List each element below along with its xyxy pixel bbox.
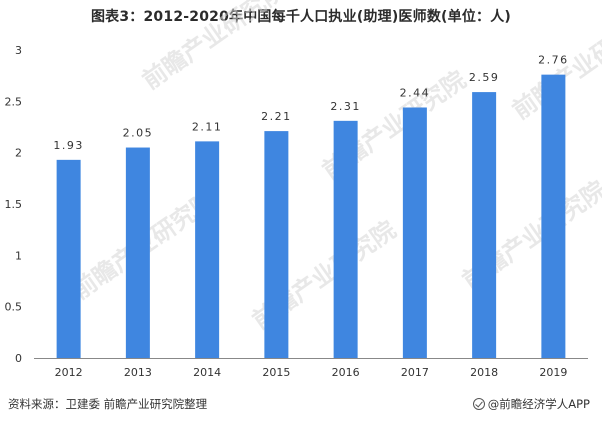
y-tick-label: 1 [15,249,22,262]
x-tick-label-2012: 2012 [55,366,83,379]
bar-2019 [541,74,566,358]
x-tick-label-2018: 2018 [470,366,498,379]
y-tick-label: 2.5 [5,95,23,108]
y-tick-label: 0.5 [5,301,23,314]
x-tick-label-2019: 2019 [539,366,567,379]
bars [56,74,566,359]
bar-2015 [264,131,289,358]
brand-mark: @前瞻经济学人APP [472,396,590,412]
bar-2012 [56,159,81,358]
value-label-2016: 2.31 [330,100,361,113]
source-note: 资料来源：卫建委 前瞻产业研究院整理 [8,397,208,411]
y-tick-label: 0 [15,352,22,365]
y-tick-label: 3 [15,44,22,57]
x-tick-label-2017: 2017 [401,366,429,379]
x-tick-label-2014: 2014 [193,366,221,379]
y-axis: 0 0.5 1 1.5 2 2.5 3 [5,44,23,365]
brand-text: @前瞻经济学人APP [487,397,590,411]
data-labels: 1.93 2.05 2.11 2.21 2.31 2.44 2.59 2.76 [53,54,569,152]
value-label-2012: 1.93 [53,139,84,152]
value-label-2018: 2.59 [469,71,500,84]
value-label-2019: 2.76 [538,54,569,67]
value-label-2015: 2.21 [261,110,292,123]
y-tick-label: 2 [15,147,22,160]
x-axis: 2012 2013 2014 2015 2016 2017 2018 2019 [34,358,588,379]
bar-2017 [402,107,427,358]
bar-2016 [333,120,358,358]
bar-2013 [125,147,150,358]
value-label-2014: 2.11 [192,120,223,133]
brand-logo-icon [472,398,485,410]
value-label-2013: 2.05 [123,127,154,140]
value-label-2017: 2.44 [400,86,431,99]
y-tick-label: 1.5 [5,198,23,211]
bar-2014 [195,141,220,358]
chart-title: 图表3：2012-2020年中国每千人口执业(助理)医师数(单位：人) [90,9,512,25]
x-tick-label-2013: 2013 [124,366,152,379]
x-tick-label-2015: 2015 [262,366,290,379]
watermark-text: 前瞻产业研究院 [137,0,291,95]
bar-2018 [472,92,497,359]
x-tick-label-2016: 2016 [332,366,360,379]
